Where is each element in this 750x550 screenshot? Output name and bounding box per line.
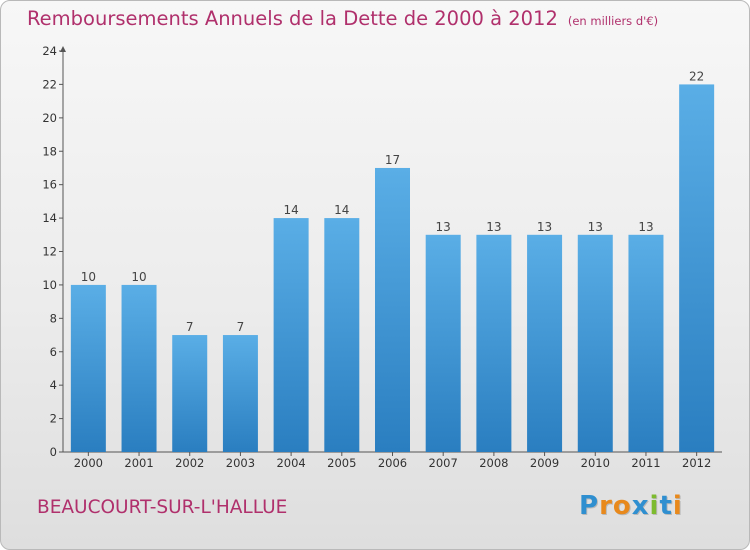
x-tick-label: 2009: [530, 456, 559, 470]
bar: [172, 335, 208, 452]
y-tick-label: 4: [50, 378, 57, 392]
bar: [121, 284, 157, 452]
y-tick-label: 24: [42, 44, 57, 58]
bar: [527, 234, 563, 452]
bar-value-label: 7: [237, 320, 245, 334]
bar: [375, 167, 410, 453]
bar-value-label: 13: [486, 220, 501, 234]
bar: [577, 234, 613, 452]
y-tick-label: 2: [50, 412, 57, 426]
y-tick-label: 18: [42, 144, 57, 158]
x-tick-label: 2007: [429, 456, 458, 470]
bar: [628, 234, 664, 452]
bar: [324, 218, 360, 452]
y-tick-label: 22: [42, 77, 57, 91]
y-tick-label: 20: [42, 111, 57, 125]
x-tick-label: 2008: [479, 456, 508, 470]
bar-value-label: 13: [436, 220, 451, 234]
x-tick-label: 2010: [581, 456, 610, 470]
proxiti-logo: Proxiti: [579, 491, 683, 521]
chart-bars: [70, 84, 715, 453]
logo-letter: i: [649, 491, 660, 521]
y-tick-label: 8: [50, 311, 57, 325]
y-tick-label: 14: [42, 211, 57, 225]
logo-letter: i: [672, 491, 683, 521]
x-tick-label: 2004: [276, 456, 305, 470]
bar-value-label: 22: [689, 69, 704, 83]
y-tick-label: 10: [42, 278, 57, 292]
y-tick-label: 16: [42, 178, 57, 192]
x-tick-label: 2006: [378, 456, 407, 470]
bar-value-label: 13: [638, 220, 653, 234]
logo-letter: x: [631, 491, 650, 521]
bar: [476, 234, 512, 452]
x-tick-label: 2003: [226, 456, 255, 470]
bar: [70, 284, 106, 452]
bar: [679, 84, 715, 453]
bar: [222, 335, 258, 452]
bar-value-label: 14: [334, 203, 349, 217]
bar: [273, 218, 309, 452]
bar-value-label: 14: [283, 203, 298, 217]
x-tick-label: 2000: [74, 456, 103, 470]
x-tick-label: 2011: [631, 456, 660, 470]
y-tick-label: 0: [50, 445, 57, 459]
bar-value-label: 13: [537, 220, 552, 234]
x-tick-label: 2002: [175, 456, 204, 470]
bar-value-label: 10: [81, 270, 96, 284]
bar-value-label: 13: [588, 220, 603, 234]
logo-letter: t: [659, 491, 673, 521]
x-tick-label: 2001: [124, 456, 153, 470]
bar: [425, 234, 461, 452]
x-tick-label: 2005: [327, 456, 356, 470]
bar-value-label: 17: [385, 153, 400, 167]
logo-letter: P: [579, 491, 600, 521]
logo-letter: r: [599, 491, 613, 521]
chart-labels: 2000 10 2001 10 2002 7 2003 7 2004 14 2005 14 2006 17…: [74, 69, 712, 470]
bar-value-label: 10: [131, 270, 146, 284]
y-tick-label: 12: [42, 245, 57, 259]
logo-letter: o: [612, 491, 632, 521]
chart-title: Remboursements Annuels de la Dette de 20…: [27, 7, 558, 30]
location-name: BEAUCOURT-SUR-L'HALLUE: [37, 497, 288, 518]
chart-subtitle: (en milliers d'€): [567, 14, 659, 28]
chart-title-block: Remboursements Annuels de la Dette de 20…: [27, 7, 658, 30]
x-tick-label: 2012: [682, 456, 711, 470]
y-tick-label: 6: [50, 345, 57, 359]
bar-value-label: 7: [186, 320, 194, 334]
